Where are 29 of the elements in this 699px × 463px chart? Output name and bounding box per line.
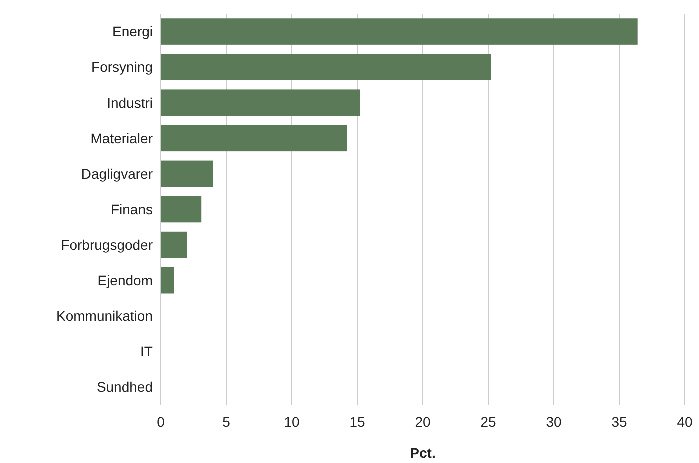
x-tick-label: 5 [222, 414, 231, 430]
x-tick-label: 30 [546, 414, 562, 430]
bar [161, 196, 202, 223]
y-tick-label: Materialer [90, 130, 154, 146]
y-tick-label: Finans [110, 201, 153, 218]
x-tick-label: 20 [415, 414, 431, 430]
x-tick-label: 35 [612, 414, 628, 430]
bar [161, 232, 188, 258]
y-tick-label: IT [140, 344, 154, 360]
y-tick-label: Sundhed [96, 379, 153, 396]
x-tick-label: 0 [157, 414, 166, 430]
x-tick-label: 15 [350, 414, 366, 430]
bar [161, 18, 638, 45]
y-tick-label: Ejendom [98, 272, 153, 288]
y-tick-label: Forbrugsgoder [61, 236, 154, 253]
x-axis-title: Pct. [410, 445, 436, 461]
x-tick-label: 10 [284, 414, 300, 430]
y-tick-label: Energi [112, 24, 153, 40]
x-tick-label: 25 [480, 414, 496, 430]
bar [161, 267, 174, 294]
y-tick-label: Dagligvarer [81, 166, 154, 182]
bar [161, 160, 214, 188]
y-tick-label: Industri [107, 94, 153, 111]
y-tick-label: Forsyning [92, 59, 153, 76]
bar [161, 90, 360, 116]
y-tick-label: Kommunikation [56, 308, 153, 324]
x-tick-label: 40 [677, 414, 693, 430]
bar [161, 125, 348, 152]
bar [161, 54, 492, 80]
